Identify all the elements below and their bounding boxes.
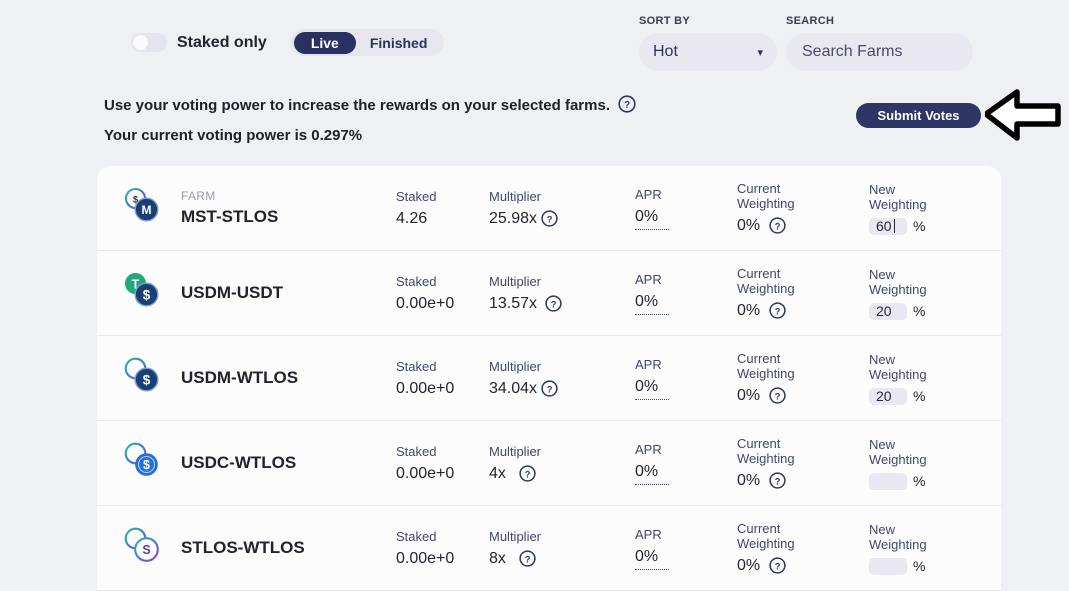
svg-text:?: ? xyxy=(774,392,780,402)
svg-text:S: S xyxy=(142,543,150,557)
svg-text:?: ? xyxy=(774,222,780,232)
svg-text:?: ? xyxy=(551,299,557,309)
svg-text:?: ? xyxy=(774,562,780,572)
svg-text:?: ? xyxy=(774,477,780,487)
svg-text:?: ? xyxy=(525,469,531,479)
svg-text:?: ? xyxy=(547,384,553,394)
svg-text:?: ? xyxy=(774,307,780,317)
svg-text:?: ? xyxy=(624,100,630,111)
svg-text:M: M xyxy=(142,203,152,217)
svg-text:?: ? xyxy=(547,214,553,224)
svg-text:$: $ xyxy=(143,458,150,472)
svg-text:?: ? xyxy=(525,554,531,564)
svg-text:$: $ xyxy=(143,372,151,387)
svg-text:$: $ xyxy=(143,287,151,302)
